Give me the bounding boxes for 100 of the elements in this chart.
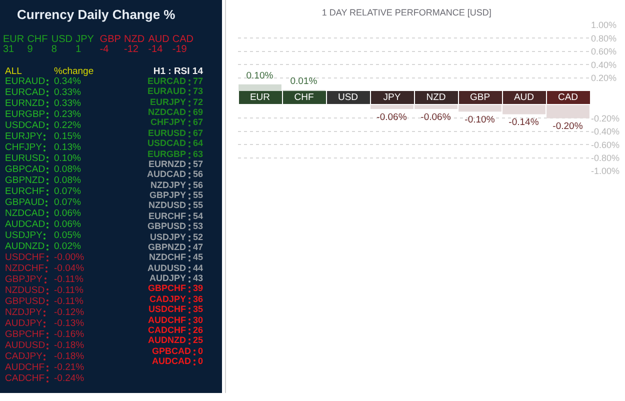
category-label: NZDJPY xyxy=(150,180,186,190)
category-label: GBPAUD xyxy=(5,197,44,208)
text: H1 : RSI 14 xyxy=(153,66,203,77)
data-label: 47 xyxy=(192,242,203,252)
category-label: AUDNZD xyxy=(5,241,45,252)
text: 0.33% xyxy=(54,98,81,109)
category-label: EURAUD xyxy=(5,76,46,87)
text: 0.15% xyxy=(54,131,81,142)
text: -0.11% xyxy=(54,296,84,307)
text: -0.12% xyxy=(54,307,84,318)
data-label: 64 xyxy=(192,138,203,148)
category-label: EURNZD xyxy=(5,98,45,109)
data-label: -0.14% xyxy=(508,117,540,128)
category-label: NZDJPY xyxy=(5,307,42,318)
category-label: EURAUD xyxy=(147,86,186,96)
category-label: EURJPY xyxy=(5,131,42,142)
category-label: CHF xyxy=(27,34,48,45)
data-label: -4 xyxy=(100,44,109,55)
text: -0.18% xyxy=(54,351,84,362)
text: %change xyxy=(54,66,94,77)
category-label: NZDCHF xyxy=(5,263,44,274)
text: -0.24% xyxy=(54,373,84,384)
data-label: 25 xyxy=(192,335,203,346)
data-label: 0 xyxy=(198,346,203,356)
data-label: 56 xyxy=(192,180,203,190)
category-label: AUDCAD xyxy=(5,219,46,230)
category-label: NZDUSD xyxy=(5,285,45,296)
data-label: -0.10% xyxy=(464,114,496,126)
text: 0.13% xyxy=(54,142,81,153)
text: 0.23% xyxy=(54,109,81,120)
category-label: USDCAD xyxy=(5,120,46,131)
y-tick-label: -0.20% xyxy=(591,113,620,124)
text: 0.07% xyxy=(54,186,81,197)
data-label: 0 xyxy=(198,356,203,366)
category-label: USDCHF xyxy=(148,304,186,314)
category-label: EURCAD xyxy=(147,76,186,86)
category-label: EURCAD xyxy=(5,87,46,98)
text: 0.10% xyxy=(54,153,81,164)
data-label: -0.06% xyxy=(420,112,452,123)
category-label: EURUSD xyxy=(148,128,186,138)
category-label: CADJPY xyxy=(5,351,42,362)
text: -0.11% xyxy=(54,274,84,285)
category-label: AUDCAD xyxy=(152,356,191,366)
category-label: EURJPY xyxy=(150,96,186,107)
data-label: 53 xyxy=(192,221,203,232)
category-label: AUDJPY xyxy=(149,273,186,284)
data-label: -14 xyxy=(148,44,163,55)
text: -0.21% xyxy=(54,362,84,373)
text: 0.07% xyxy=(54,197,81,208)
data-label: 39 xyxy=(192,283,203,294)
y-tick-label: -0.60% xyxy=(591,140,620,150)
text: -0.00% xyxy=(54,252,84,263)
text: Currency Daily Change % xyxy=(17,7,176,22)
text: 0.05% xyxy=(54,230,81,241)
data-label: 35 xyxy=(192,304,203,314)
category-label: CAD xyxy=(172,34,194,45)
category-label: NZDCAD xyxy=(148,107,186,118)
category-label: CADJPY xyxy=(149,294,186,304)
data-label: 52 xyxy=(192,232,203,242)
category-label: GBP xyxy=(100,34,121,45)
data-label: 8 xyxy=(51,44,57,55)
category-label: EURUSD xyxy=(5,153,46,164)
text: ALL xyxy=(5,66,22,77)
data-label: 56 xyxy=(192,169,203,180)
category-label: AUDUSD xyxy=(5,340,46,351)
category-label: USDCAD xyxy=(147,138,186,148)
chart-title: 1 DAY RELATIVE PERFORMANCE [USD] xyxy=(322,7,492,18)
category-label: EURCHF xyxy=(5,186,45,197)
y-tick-label: 0.60% xyxy=(591,46,617,57)
text: 0.02% xyxy=(54,241,81,252)
y-tick-label: -0.40% xyxy=(591,126,620,137)
data-label: 30 xyxy=(192,314,203,324)
data-label: 73 xyxy=(192,86,203,96)
text: 0.34% xyxy=(54,76,81,87)
category-label: CHFJPY xyxy=(150,117,186,128)
data-label: -0.20% xyxy=(552,121,584,132)
category-label: EURGBP xyxy=(147,148,186,159)
category-label: USD xyxy=(51,34,73,45)
category-label: GBPUSD xyxy=(5,296,46,307)
category-label: EURNZD xyxy=(148,158,186,169)
category-label: AUDUSD xyxy=(147,262,186,273)
text: 0.06% xyxy=(54,208,81,219)
category-label: NZD xyxy=(124,34,145,45)
category-label: GBPCHF xyxy=(148,283,186,294)
text: -0.11% xyxy=(54,285,84,296)
category-label: CADCHF xyxy=(5,373,45,384)
text: 0.22% xyxy=(54,120,81,131)
text: 0.06% xyxy=(54,219,81,230)
data-label: 0.10% xyxy=(246,70,274,82)
y-tick-label: 1.00% xyxy=(591,20,617,30)
category-label: AUDCAD xyxy=(147,169,186,180)
text: -0.04% xyxy=(54,263,84,274)
category-label: GBPJPY xyxy=(149,190,186,200)
y-tick-label: 0.20% xyxy=(591,72,617,83)
data-label: 36 xyxy=(192,294,203,304)
y-tick-label: -0.80% xyxy=(591,152,620,163)
data-label: 54 xyxy=(192,210,203,221)
category-label: NZDCHF xyxy=(149,252,186,262)
data-label: 44 xyxy=(192,262,203,273)
data-label: 1 xyxy=(76,44,82,55)
